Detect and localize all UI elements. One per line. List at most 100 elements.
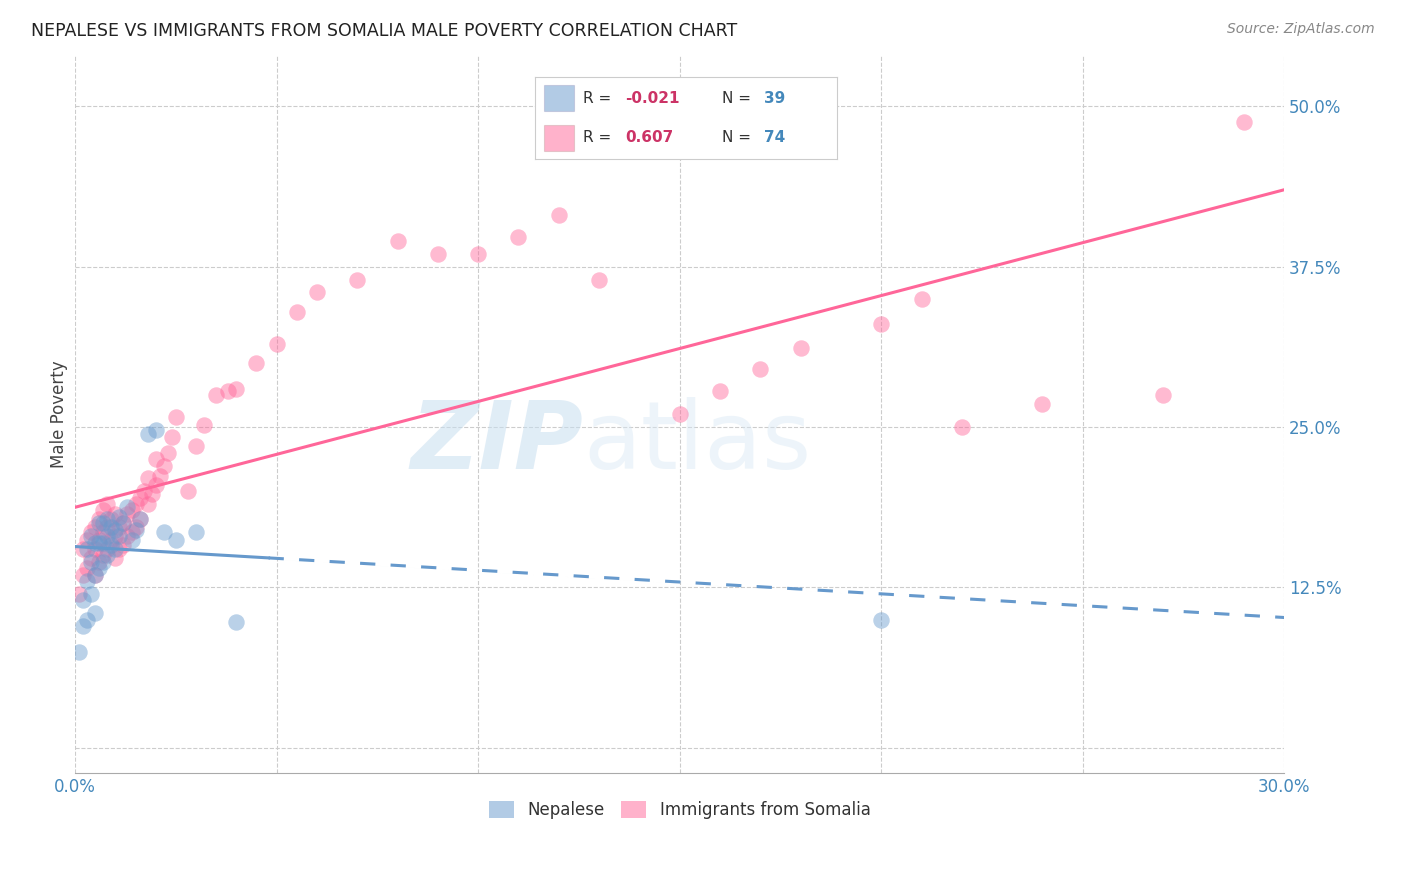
Point [128, 491, 150, 505]
Point [100, 512, 122, 526]
Point [225, 615, 247, 629]
Point [91, 535, 114, 549]
Point [100, 520, 122, 534]
Point [149, 468, 172, 483]
Point [346, 272, 368, 286]
Point [72, 541, 94, 556]
Point [91, 555, 114, 569]
Point [285, 304, 308, 318]
Point [749, 362, 772, 376]
Point [668, 407, 690, 421]
Point [108, 529, 131, 543]
Text: Source: ZipAtlas.com: Source: ZipAtlas.com [1227, 22, 1375, 37]
Point [266, 336, 288, 351]
Point [184, 439, 207, 453]
Point [789, 341, 811, 355]
Point [100, 538, 122, 552]
Point [387, 234, 409, 248]
Point [108, 520, 131, 534]
Point [217, 384, 239, 399]
Point [91, 516, 114, 531]
Point [84, 541, 107, 556]
Point [117, 529, 139, 543]
Point [205, 388, 228, 402]
Point [108, 509, 131, 524]
Point [67, 587, 90, 601]
Point [1031, 397, 1053, 411]
Point [89, 516, 111, 531]
Point [870, 318, 893, 332]
Point [121, 503, 143, 517]
Legend: Nepalese, Immigrants from Somalia: Nepalese, Immigrants from Somalia [482, 795, 877, 826]
Point [128, 512, 150, 526]
Point [508, 230, 530, 244]
Point [80, 550, 103, 565]
Point [84, 567, 107, 582]
Point [84, 567, 107, 582]
Point [426, 247, 449, 261]
Point [124, 520, 146, 534]
Point [121, 525, 143, 540]
Text: atlas: atlas [583, 397, 811, 489]
Point [1233, 115, 1256, 129]
Point [89, 535, 111, 549]
Point [547, 209, 569, 223]
Point [136, 471, 159, 485]
Point [160, 430, 183, 444]
Point [193, 417, 215, 432]
Point [76, 541, 98, 556]
Text: NEPALESE VS IMMIGRANTS FROM SOMALIA MALE POVERTY CORRELATION CHART: NEPALESE VS IMMIGRANTS FROM SOMALIA MALE… [31, 22, 737, 40]
Y-axis label: Male Poverty: Male Poverty [51, 360, 67, 468]
Point [112, 516, 135, 531]
Point [184, 525, 207, 540]
Point [141, 487, 163, 501]
Point [950, 420, 973, 434]
Point [152, 458, 174, 473]
Point [89, 533, 111, 547]
Point [104, 508, 127, 522]
Point [96, 541, 118, 556]
Point [89, 512, 111, 526]
Point [1152, 388, 1174, 402]
Point [104, 550, 127, 565]
Point [870, 613, 893, 627]
Point [910, 292, 932, 306]
Point [128, 512, 150, 526]
Point [84, 535, 107, 549]
Point [225, 382, 247, 396]
Point [136, 426, 159, 441]
Point [80, 529, 103, 543]
Point [709, 384, 731, 399]
Point [76, 561, 98, 575]
Point [112, 538, 135, 552]
Point [91, 503, 114, 517]
Point [108, 541, 131, 556]
Point [80, 555, 103, 569]
Point [72, 593, 94, 607]
Point [89, 561, 111, 575]
Point [76, 574, 98, 588]
Point [84, 520, 107, 534]
Point [104, 541, 127, 556]
Point [84, 606, 107, 620]
Point [96, 497, 118, 511]
Point [588, 272, 610, 286]
Point [72, 619, 94, 633]
Point [104, 529, 127, 543]
Point [80, 525, 103, 540]
Point [67, 644, 90, 658]
Point [72, 567, 94, 582]
Point [117, 500, 139, 514]
Point [96, 549, 118, 563]
Point [89, 555, 111, 569]
Text: ZIP: ZIP [411, 397, 583, 489]
Point [76, 533, 98, 547]
Point [156, 446, 179, 460]
Point [136, 497, 159, 511]
Point [165, 533, 187, 547]
Point [104, 523, 127, 537]
Point [467, 247, 489, 261]
Point [91, 549, 114, 563]
Point [145, 452, 167, 467]
Point [124, 523, 146, 537]
